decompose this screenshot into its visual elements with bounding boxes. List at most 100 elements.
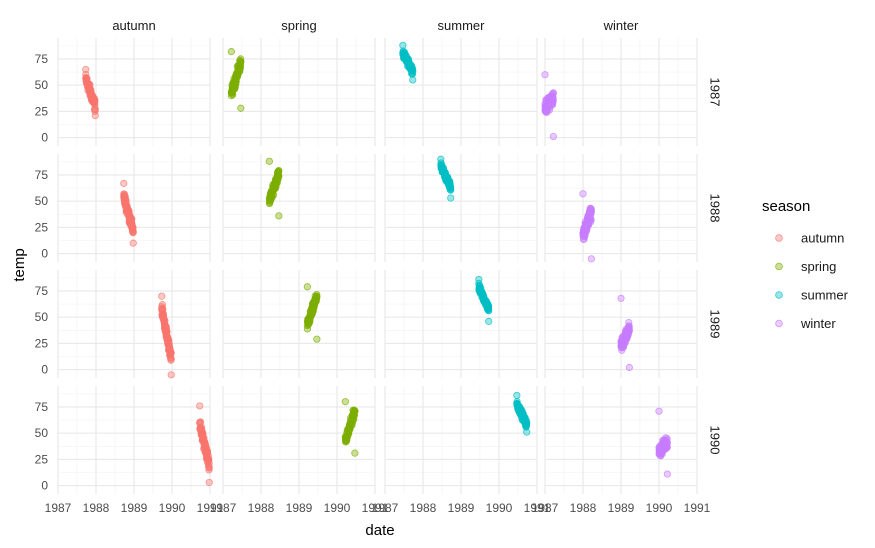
data-point [237,104,245,112]
y-tick-label: 50 [35,78,49,92]
series-points-autumn-1989 [158,292,175,379]
facet-panel [57,38,211,146]
y-tick-label: 25 [35,452,49,466]
x-tick-label: 1989 [121,501,148,515]
x-tick-label: 1987 [45,501,72,515]
x-tick-label: 1988 [570,501,597,515]
legend-item-winter: winter [775,316,836,331]
data-point [313,293,321,301]
y-tick-label: 0 [41,131,48,145]
data-point [475,275,483,284]
y-tick-label: 50 [35,310,49,324]
y-tick-label: 0 [41,247,48,261]
facet-col-label: winter [603,18,639,33]
x-tick-label: 1989 [286,501,313,515]
facet-row-label: 1990 [708,426,723,455]
data-point [541,71,549,79]
data-point [275,166,283,175]
facet-panel [384,38,538,146]
y-tick-label: 0 [41,479,48,493]
facet-row-label: 1987 [708,78,723,107]
facet-col-label: spring [281,18,316,33]
data-point [313,290,321,299]
y-tick-label: 25 [35,336,49,350]
data-point [409,67,417,75]
data-point [447,186,455,194]
data-point [663,439,671,447]
y-tick-label: 25 [35,104,49,118]
data-point [129,239,137,247]
data-point [523,418,531,427]
data-point [513,391,521,400]
data-point [227,48,235,56]
facet-panel [57,270,211,378]
data-point [91,106,99,114]
data-point [237,58,245,66]
data-point [161,316,169,325]
data-point [303,283,311,291]
facet-panel [222,154,376,262]
legend-label: spring [801,259,836,274]
x-tick-label: 1987 [532,501,559,515]
data-point [82,65,90,74]
y-tick-label: 50 [35,194,49,208]
data-point [485,317,493,325]
x-tick-label: 1991 [684,501,711,515]
data-point [549,89,557,97]
data-point [167,348,175,357]
legend-key [775,234,783,242]
facet-row-label: 1989 [708,310,723,339]
data-point [625,326,633,334]
series-points-spring-1989 [303,283,321,343]
data-point [167,371,175,379]
x-tick-label: 1989 [608,501,635,515]
data-point [167,355,175,363]
series-points-spring-1990 [341,398,359,457]
x-tick-label: 1990 [646,501,673,515]
legend-label: summer [801,288,849,303]
data-point [120,179,128,187]
facet-strips: autumn spring summer winter 1987 1988 1989 1990 [112,18,722,454]
x-tick-label: 1991 [362,501,389,515]
data-point [275,212,283,220]
y-tick-label: 75 [35,168,49,182]
data-point [447,194,455,202]
data-point [625,324,633,332]
legend-item-summer: summer [775,288,849,303]
x-tick-label: 1989 [448,501,475,515]
facet-panel [384,386,538,494]
data-point [437,155,445,163]
series-points-spring-1988 [265,157,283,220]
y-tick-label: 75 [35,52,49,66]
x-tick-label: 1991 [197,501,224,515]
data-point [587,255,595,263]
data-point [91,96,99,104]
legend-key [775,319,783,328]
series-points-autumn-1988 [120,179,137,247]
data-point [205,478,213,487]
facet-panel [222,270,376,378]
data-point [129,227,137,236]
series-points-summer-1987 [399,41,417,84]
data-point [523,428,531,436]
series-points-summer-1989 [475,275,493,325]
y-tick-label: 50 [35,426,49,440]
series-points-winter-1988 [579,190,595,263]
facet-panel [544,38,698,146]
facet-panel [544,270,698,378]
y-tick-label: 75 [35,400,49,414]
series-points-winter-1989 [617,294,633,372]
legend-item-spring: spring [775,259,836,274]
series-points-winter-1987 [541,71,557,141]
x-tick-label: 1990 [486,501,513,515]
x-tick-label: 1990 [159,501,186,515]
legend-title: season [762,198,810,215]
y-tick-label: 75 [35,284,49,298]
series-points-autumn-1990 [196,402,213,487]
data-point [351,449,359,457]
data-point [485,307,493,315]
legend-label: autumn [801,231,844,246]
facet-panel [544,154,698,262]
y-tick-label: 25 [35,220,49,234]
series-points-summer-1990 [513,391,531,436]
